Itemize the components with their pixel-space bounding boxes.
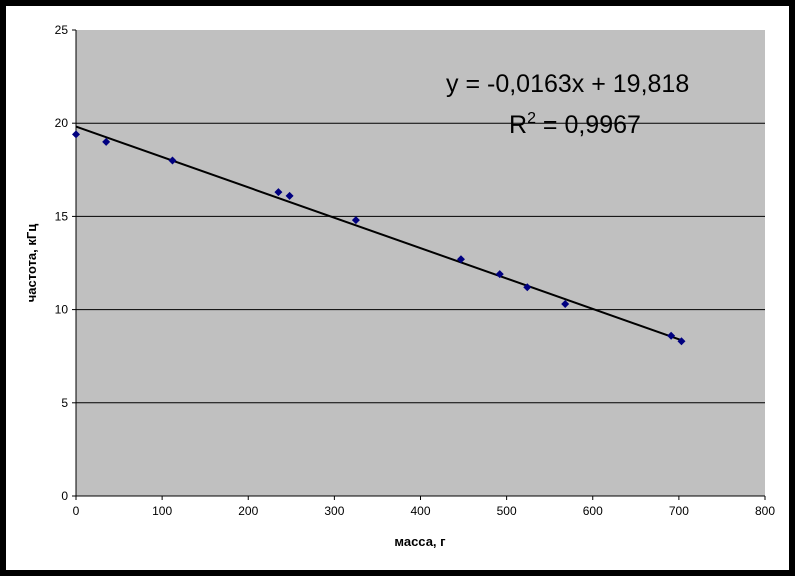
x-tick-labels: 0 100 200 300 400 500 600 700 800 — [73, 504, 776, 518]
x-axis-title: масса, г — [394, 534, 446, 549]
x-tick-label: 0 — [73, 504, 80, 518]
data-point — [168, 156, 177, 165]
x-tick-label: 200 — [238, 504, 258, 518]
trendline — [75, 125, 682, 342]
data-point — [456, 255, 465, 264]
trendline-group — [75, 125, 682, 342]
y-tick-label: 25 — [55, 23, 69, 37]
y-tick-label: 20 — [55, 116, 69, 130]
x-tick-label: 400 — [410, 504, 430, 518]
r-squared-superscript: 2 — [527, 110, 536, 127]
y-tick-label: 5 — [61, 396, 68, 410]
data-points — [72, 130, 686, 346]
r-squared-value: = 0,9967 — [536, 111, 641, 139]
gridlines — [76, 122, 765, 404]
data-point — [667, 331, 676, 340]
r-squared-label: R2 = 0,9967 — [509, 110, 641, 139]
chart-area: 0 100 200 300 400 500 600 700 800 0 5 10 15 20 25 мас… — [6, 6, 789, 570]
x-tick-label: 600 — [583, 504, 603, 518]
data-point — [495, 270, 504, 279]
x-tick-label: 700 — [669, 504, 689, 518]
data-point — [561, 300, 570, 309]
y-tick-label: 0 — [61, 489, 68, 503]
data-point — [351, 216, 360, 225]
plot-area — [76, 30, 765, 496]
trendline-equation: y = -0,0163x + 19,818 — [446, 70, 689, 98]
x-tick-label: 100 — [152, 504, 172, 518]
y-tick-label: 15 — [55, 209, 69, 223]
axes — [72, 29, 766, 500]
data-point — [274, 188, 283, 197]
x-tick-label: 300 — [324, 504, 344, 518]
r-squared-prefix: R — [509, 111, 527, 139]
y-tick-label: 10 — [55, 303, 69, 317]
x-tick-label: 500 — [497, 504, 517, 518]
data-point — [72, 130, 80, 139]
x-tick-label: 800 — [755, 504, 775, 518]
y-axis-title: частота, кГц — [24, 224, 39, 303]
scatter-chart: 0 100 200 300 400 500 600 700 800 0 5 10 15 20 25 мас… — [24, 23, 776, 549]
data-point — [523, 283, 532, 292]
data-point — [102, 137, 111, 146]
data-point — [677, 337, 686, 346]
y-tick-labels: 0 5 10 15 20 25 — [55, 23, 69, 503]
data-point — [285, 191, 294, 200]
